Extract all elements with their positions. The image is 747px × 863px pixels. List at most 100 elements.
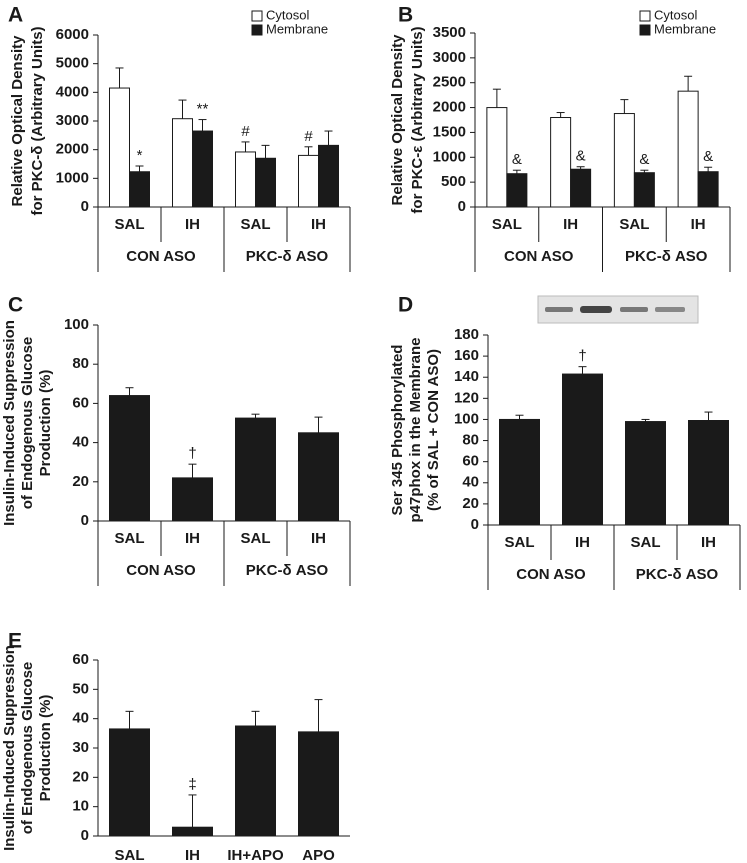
bar (298, 154, 319, 208)
group-label: CON ASO (126, 562, 196, 579)
bar (697, 171, 719, 208)
y-axis-label: p47phox in the Membrane (407, 337, 424, 522)
y-tick-label: 1000 (56, 169, 89, 186)
y-tick-label: 1000 (433, 148, 466, 165)
bar (550, 117, 572, 208)
y-axis-label: of Endogenous Glucose (19, 662, 36, 835)
y-tick-label: 2500 (433, 74, 466, 91)
y-axis-label: (% of SAL + CON ASO) (425, 349, 442, 511)
significance-marker: † (578, 348, 586, 365)
y-tick-label: 20 (72, 473, 89, 490)
legend-swatch (639, 10, 651, 22)
y-tick-label: 80 (72, 355, 89, 372)
group-label: CON ASO (516, 566, 586, 583)
y-tick-label: 1500 (433, 123, 466, 140)
x-tick-label: SAL (241, 216, 271, 233)
x-tick-label: SAL (631, 534, 661, 551)
bar (172, 477, 213, 522)
y-axis-label: Production (%) (37, 370, 54, 477)
y-axis-label: of Endogenous Glucose (19, 337, 36, 510)
y-tick-label: 60 (72, 394, 89, 411)
y-tick-label: 80 (462, 432, 479, 449)
bar (235, 151, 256, 208)
y-tick-label: 140 (454, 368, 479, 385)
y-axis-label: for PKC-δ (Arbitrary Units) (29, 26, 46, 215)
bar (318, 144, 339, 208)
legend-label: Cytosol (654, 7, 697, 22)
x-tick-label: SAL (115, 216, 145, 233)
y-tick-label: 2000 (433, 99, 466, 116)
y-tick-label: 40 (72, 710, 89, 727)
significance-marker: & (639, 151, 649, 168)
bar (192, 130, 213, 208)
legend-label: Membrane (266, 21, 328, 36)
x-tick-label: IH (185, 847, 200, 863)
y-tick-label: 60 (462, 453, 479, 470)
bar (255, 157, 276, 208)
bar (109, 87, 130, 208)
significance-marker: * (137, 147, 143, 164)
x-tick-label: IH (185, 216, 200, 233)
x-tick-label: SAL (619, 216, 649, 233)
y-tick-label: 0 (458, 198, 466, 215)
y-tick-label: 4000 (56, 83, 89, 100)
bar (235, 417, 276, 522)
bar (633, 172, 655, 208)
y-tick-label: 2000 (56, 141, 89, 158)
panel-label: E (8, 630, 22, 653)
x-tick-label: IH+APO (227, 847, 284, 863)
y-tick-label: 100 (454, 410, 479, 427)
x-tick-label: SAL (241, 530, 271, 547)
y-tick-label: 50 (72, 680, 89, 697)
y-tick-label: 30 (72, 739, 89, 756)
x-tick-label: IH (185, 530, 200, 547)
y-tick-label: 0 (81, 198, 89, 215)
legend-label: Cytosol (266, 7, 309, 22)
group-label: CON ASO (126, 248, 196, 265)
bar (506, 173, 528, 208)
group-label: PKC-δ ASO (636, 566, 719, 583)
y-tick-label: 40 (462, 474, 479, 491)
panel-label: A (8, 4, 23, 27)
y-tick-label: 3500 (433, 24, 466, 41)
y-axis-label: for PKC-ε (Arbitrary Units) (409, 26, 426, 213)
x-tick-label: SAL (492, 216, 522, 233)
group-label: PKC-δ ASO (246, 562, 329, 579)
bar (298, 731, 339, 837)
legend-swatch (639, 24, 651, 36)
y-tick-label: 0 (471, 516, 479, 533)
y-tick-label: 60 (72, 651, 89, 668)
bar (235, 725, 276, 837)
significance-marker: ‡ (188, 776, 196, 793)
significance-marker: # (304, 128, 313, 145)
y-tick-label: 3000 (56, 112, 89, 129)
y-tick-label: 100 (64, 316, 89, 333)
y-tick-label: 180 (454, 326, 479, 343)
y-tick-label: 500 (441, 173, 466, 190)
bar (109, 395, 150, 522)
panel-label: C (8, 294, 23, 317)
y-tick-label: 0 (81, 512, 89, 529)
panel-label: D (398, 294, 413, 317)
x-tick-label: IH (311, 530, 326, 547)
legend-swatch (251, 24, 263, 36)
x-tick-label: IH (563, 216, 578, 233)
y-axis-label: Ser 345 Phosphorylated (389, 345, 406, 516)
x-tick-label: APO (302, 847, 335, 863)
western-blot (537, 295, 699, 324)
significance-marker: † (188, 445, 196, 462)
significance-marker: & (576, 148, 586, 165)
y-tick-label: 160 (454, 347, 479, 364)
legend-label: Membrane (654, 21, 716, 36)
x-tick-label: IH (691, 216, 706, 233)
bar (625, 421, 666, 526)
bar (172, 118, 193, 208)
significance-marker: # (241, 123, 250, 140)
bar (499, 418, 540, 526)
y-tick-label: 3000 (433, 49, 466, 66)
bar (486, 107, 508, 208)
bar (613, 113, 635, 208)
y-axis-label: Relative Optical Density (389, 34, 406, 206)
x-tick-label: IH (701, 534, 716, 551)
bar (172, 826, 213, 837)
